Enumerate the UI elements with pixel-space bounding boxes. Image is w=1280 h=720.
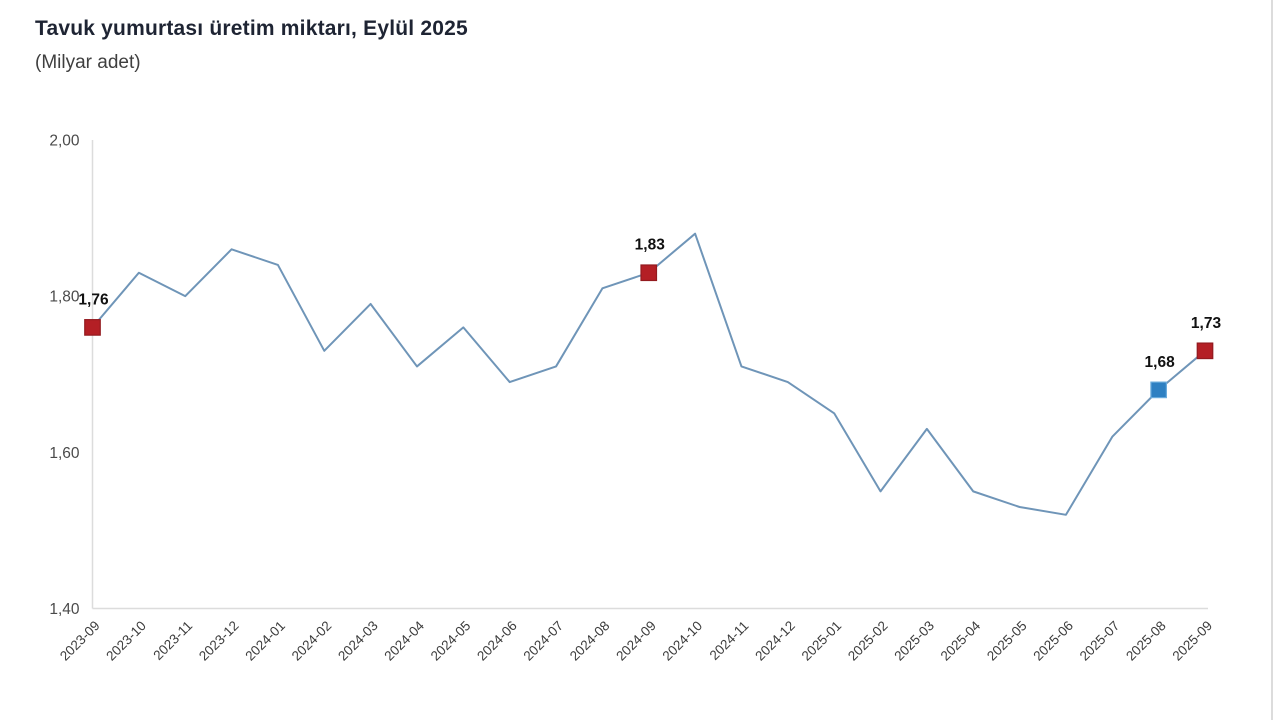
- x-tick-label: 2025-01: [799, 618, 845, 664]
- data-point-marker-2024-09: [640, 264, 658, 282]
- x-tick-label: 2024-08: [567, 618, 613, 664]
- y-tick-label: 1,60: [49, 445, 80, 462]
- y-tick-label: 1,80: [49, 289, 80, 306]
- x-tick-label: 2025-04: [938, 618, 984, 664]
- x-tick-label: 2024-09: [613, 618, 659, 664]
- x-tick-label: 2024-11: [707, 618, 752, 663]
- x-tick-label: 2024-04: [381, 618, 427, 664]
- x-tick-label: 2024-02: [289, 618, 335, 664]
- x-tick-label: 2024-12: [752, 618, 798, 664]
- value-label-2025-08: 1,68: [1145, 354, 1176, 371]
- x-tick-label: 2025-09: [1169, 618, 1215, 664]
- y-tick-label: 1,40: [49, 601, 80, 618]
- x-tick-label: 2024-06: [474, 618, 520, 664]
- value-label-2023-09: 1,76: [78, 291, 109, 308]
- x-tick-label: 2024-07: [521, 618, 567, 664]
- chart-subtitle: (Milyar adet): [35, 52, 141, 73]
- x-tick-label: 2024-03: [335, 618, 381, 664]
- x-tick-label: 2023-12: [196, 618, 242, 664]
- x-tick-label: 2024-01: [242, 618, 288, 664]
- x-tick-label: 2025-06: [1030, 618, 1076, 664]
- x-tick-label: 2025-07: [1077, 618, 1123, 664]
- x-tick-label: 2023-09: [57, 618, 103, 664]
- data-point-marker-2023-09: [84, 319, 101, 336]
- x-tick-label: 2024-10: [660, 618, 706, 664]
- value-label-2024-09: 1,83: [635, 237, 666, 254]
- value-label-2025-09: 1,73: [1191, 315, 1222, 332]
- x-tick-label: 2023-10: [103, 618, 149, 664]
- x-tick-label: 2025-03: [891, 618, 937, 664]
- data-point-marker-2025-09: [1196, 342, 1214, 360]
- data-point-marker-2025-08: [1150, 381, 1167, 399]
- x-tick-label: 2025-02: [845, 618, 891, 664]
- x-tick-label: 2025-08: [1123, 618, 1169, 664]
- x-tick-label: 2024-05: [428, 618, 474, 664]
- x-tick-label: 2025-05: [984, 618, 1030, 664]
- page-right-border: [1271, 0, 1273, 720]
- chart-title: Tavuk yumurtası üretim miktarı, Eylül 20…: [35, 17, 468, 40]
- y-tick-label: 2,00: [49, 133, 80, 150]
- x-tick-label: 2023-11: [150, 618, 195, 663]
